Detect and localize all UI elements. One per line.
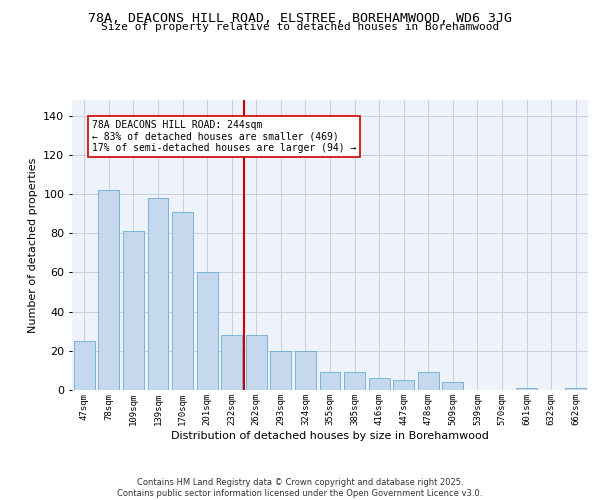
Bar [74,341,95,390]
Bar [98,190,119,390]
Bar [516,388,537,390]
Bar [148,198,169,390]
Bar [393,380,414,390]
Bar [271,351,292,390]
Bar [197,272,218,390]
X-axis label: Distribution of detached houses by size in Borehamwood: Distribution of detached houses by size … [171,430,489,440]
Bar [123,232,144,390]
Bar [442,382,463,390]
Bar [221,335,242,390]
Text: Contains HM Land Registry data © Crown copyright and database right 2025.
Contai: Contains HM Land Registry data © Crown c… [118,478,482,498]
Bar [565,388,586,390]
Bar [295,351,316,390]
Text: 78A, DEACONS HILL ROAD, ELSTREE, BOREHAMWOOD, WD6 3JG: 78A, DEACONS HILL ROAD, ELSTREE, BOREHAM… [88,12,512,26]
Bar [344,372,365,390]
Bar [320,372,340,390]
Bar [172,212,193,390]
Bar [246,335,267,390]
Text: 78A DEACONS HILL ROAD: 244sqm
← 83% of detached houses are smaller (469)
17% of : 78A DEACONS HILL ROAD: 244sqm ← 83% of d… [92,120,356,153]
Text: Size of property relative to detached houses in Borehamwood: Size of property relative to detached ho… [101,22,499,32]
Bar [368,378,389,390]
Y-axis label: Number of detached properties: Number of detached properties [28,158,38,332]
Bar [418,372,439,390]
